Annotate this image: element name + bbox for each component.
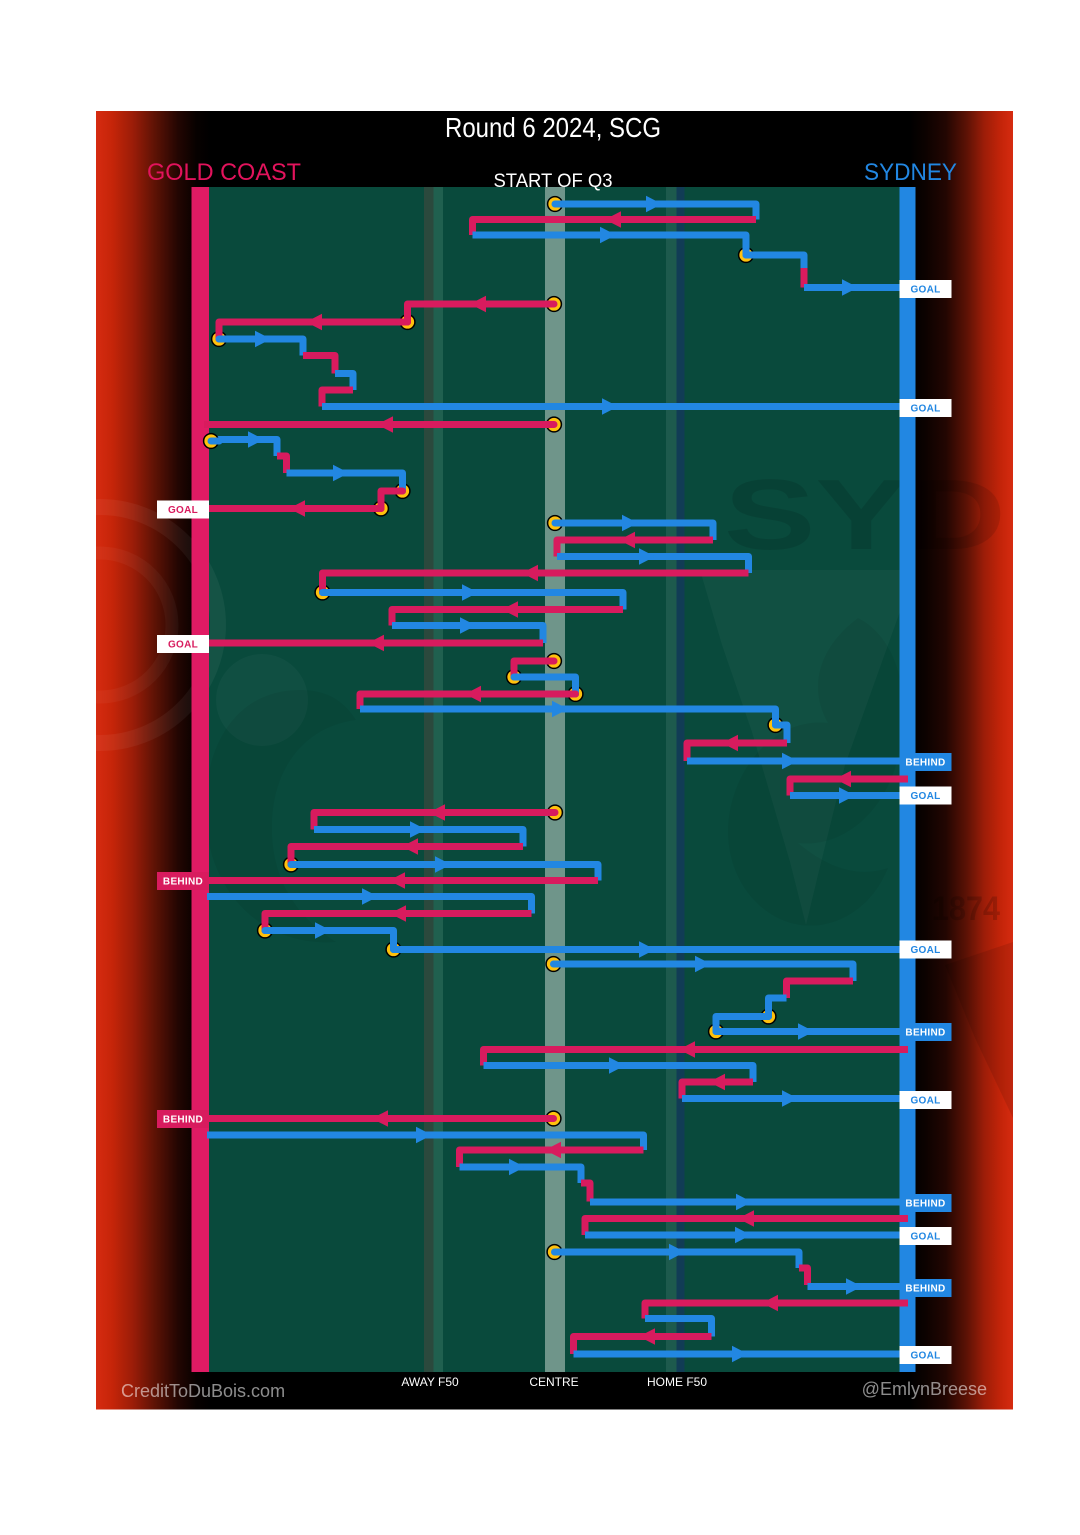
svg-text:GOLD COAST: GOLD COAST <box>147 159 301 186</box>
svg-text:@EmlynBreese: @EmlynBreese <box>862 1379 987 1399</box>
svg-text:GOAL: GOAL <box>910 1232 940 1243</box>
svg-text:BEHIND: BEHIND <box>905 1028 945 1039</box>
svg-text:AWAY F50: AWAY F50 <box>401 1375 459 1389</box>
svg-text:START OF Q3: START OF Q3 <box>494 171 613 192</box>
svg-text:GOAL: GOAL <box>168 505 198 516</box>
svg-text:GOAL: GOAL <box>910 1096 940 1107</box>
svg-text:BEHIND: BEHIND <box>905 1199 945 1210</box>
svg-text:CreditToDuBois.com: CreditToDuBois.com <box>121 1381 285 1401</box>
svg-text:GOAL: GOAL <box>910 945 940 956</box>
svg-text:BEHIND: BEHIND <box>905 1284 945 1295</box>
svg-text:HOME F50: HOME F50 <box>647 1375 707 1389</box>
svg-text:SYDNEY: SYDNEY <box>864 159 957 186</box>
svg-text:CENTRE: CENTRE <box>529 1375 578 1389</box>
svg-text:GOAL: GOAL <box>910 1351 940 1362</box>
svg-text:BEHIND: BEHIND <box>163 1115 203 1126</box>
svg-text:1874: 1874 <box>932 890 1000 928</box>
svg-text:SYD: SYD <box>724 459 1006 571</box>
svg-text:GOAL: GOAL <box>910 404 940 415</box>
svg-text:GOAL: GOAL <box>168 640 198 651</box>
svg-text:GOAL: GOAL <box>910 791 940 802</box>
svg-text:BEHIND: BEHIND <box>163 877 203 888</box>
svg-text:GOAL: GOAL <box>910 285 940 296</box>
svg-text:BEHIND: BEHIND <box>905 758 945 769</box>
svg-text:Round 6 2024, SCG: Round 6 2024, SCG <box>445 112 661 143</box>
